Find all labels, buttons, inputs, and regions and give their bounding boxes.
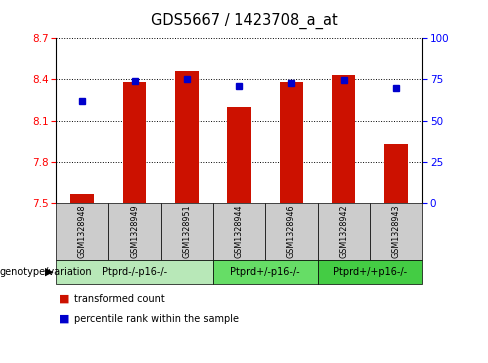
Text: Ptprd+/-p16-/-: Ptprd+/-p16-/- xyxy=(230,267,300,277)
Text: percentile rank within the sample: percentile rank within the sample xyxy=(74,314,239,324)
Text: GSM1328942: GSM1328942 xyxy=(339,205,348,258)
Bar xyxy=(332,75,355,203)
Text: ■: ■ xyxy=(59,314,69,324)
Bar xyxy=(123,82,146,203)
Text: Ptprd+/+p16-/-: Ptprd+/+p16-/- xyxy=(333,267,407,277)
Text: GSM1328948: GSM1328948 xyxy=(78,205,87,258)
Text: Ptprd-/-p16-/-: Ptprd-/-p16-/- xyxy=(102,267,167,277)
Text: GSM1328944: GSM1328944 xyxy=(235,205,244,258)
Bar xyxy=(384,144,408,203)
Bar xyxy=(280,82,303,203)
Text: transformed count: transformed count xyxy=(74,294,165,304)
Text: GSM1328943: GSM1328943 xyxy=(391,205,401,258)
Text: GSM1328949: GSM1328949 xyxy=(130,205,139,258)
Text: ■: ■ xyxy=(59,294,69,304)
Bar xyxy=(175,71,199,203)
Bar xyxy=(70,193,94,203)
Text: ▶: ▶ xyxy=(45,267,54,277)
Text: GDS5667 / 1423708_a_at: GDS5667 / 1423708_a_at xyxy=(151,13,337,29)
Bar xyxy=(227,107,251,203)
Text: genotype/variation: genotype/variation xyxy=(0,267,93,277)
Text: GSM1328951: GSM1328951 xyxy=(183,205,191,258)
Text: GSM1328946: GSM1328946 xyxy=(287,205,296,258)
